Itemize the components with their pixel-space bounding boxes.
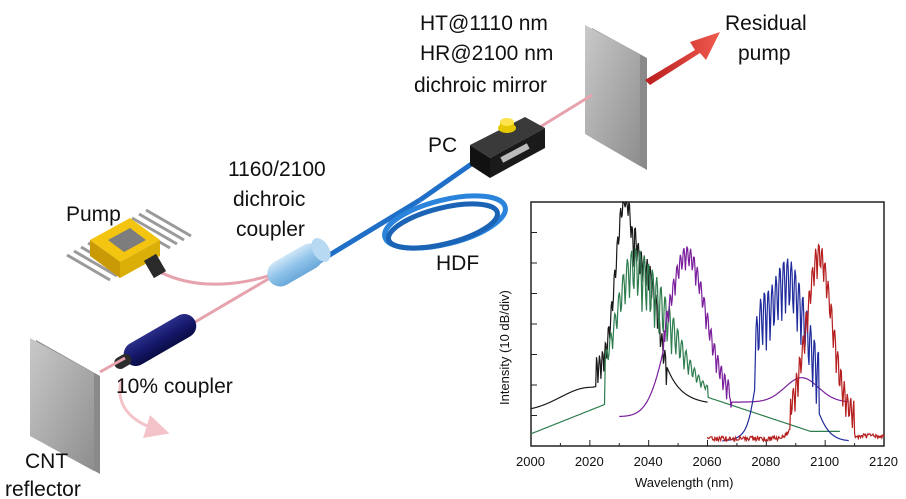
- spectrum-line-purple: [619, 246, 849, 418]
- x-tick-label: 2000: [516, 454, 545, 469]
- x-tick-label: 2040: [634, 454, 663, 469]
- dichroic-label-2: dichroic: [233, 188, 305, 211]
- spectrum-line-black: [530, 201, 708, 410]
- mirror-label-1: HT@1110 nm: [420, 12, 548, 35]
- chart-ylabel: Intensity (10 dB/div): [497, 290, 512, 405]
- mirror-label-3: dichroic mirror: [414, 74, 547, 97]
- dichroic-label-3: coupler: [236, 218, 305, 241]
- spectrum-chart: 2000 2020 2040 2060 2080 2100 2120 Wavelength …: [497, 201, 898, 490]
- hdf-fiber: [316, 155, 508, 265]
- polarization-controller: [470, 117, 545, 178]
- mirror-label-2: HR@2100 nm: [420, 42, 553, 65]
- pump-module: [66, 208, 192, 282]
- fiber-pink-cnt: [99, 356, 126, 374]
- spectrum-line-green: [530, 247, 840, 435]
- dichroic-coupler: [267, 238, 331, 287]
- cnt-label-2: reflector: [5, 478, 81, 499]
- pc-label: PC: [428, 134, 457, 157]
- x-tick-label: 2060: [693, 454, 722, 469]
- fiber-pink-left: [189, 273, 276, 327]
- pump-label: Pump: [66, 203, 121, 226]
- dichroic-label-1: 1160/2100: [228, 158, 326, 181]
- x-tick-label: 2120: [869, 454, 898, 469]
- ten-percent-coupler: [114, 314, 197, 369]
- cnt-label-1: CNT: [25, 450, 68, 473]
- dichroic-mirror: [585, 25, 647, 170]
- fiber-pink-right: [539, 93, 593, 129]
- hdf-label: HDF: [436, 252, 479, 275]
- residual-label-1: Residual: [725, 12, 807, 35]
- spectrum-line-blue: [722, 258, 849, 442]
- residual-label-2: pump: [738, 42, 791, 65]
- output-tap-arrow: [118, 377, 170, 438]
- x-tick-label: 2020: [575, 454, 604, 469]
- coupler-label: 10% coupler: [116, 375, 233, 398]
- x-tick-label: 2080: [751, 454, 780, 469]
- chart-frame: [530, 201, 885, 447]
- residual-pump-arrow: [645, 32, 720, 85]
- chart-series: [530, 201, 885, 443]
- spectrum-line-red: [706, 243, 885, 443]
- chart-ticks: 2000 2020 2040 2060 2080 2100 2120: [516, 440, 898, 469]
- x-tick-label: 2100: [810, 454, 839, 469]
- chart-xlabel: Wavelength (nm): [635, 475, 734, 490]
- chart-ytick-marks: [531, 232, 537, 416]
- cnt-reflector: [30, 338, 100, 474]
